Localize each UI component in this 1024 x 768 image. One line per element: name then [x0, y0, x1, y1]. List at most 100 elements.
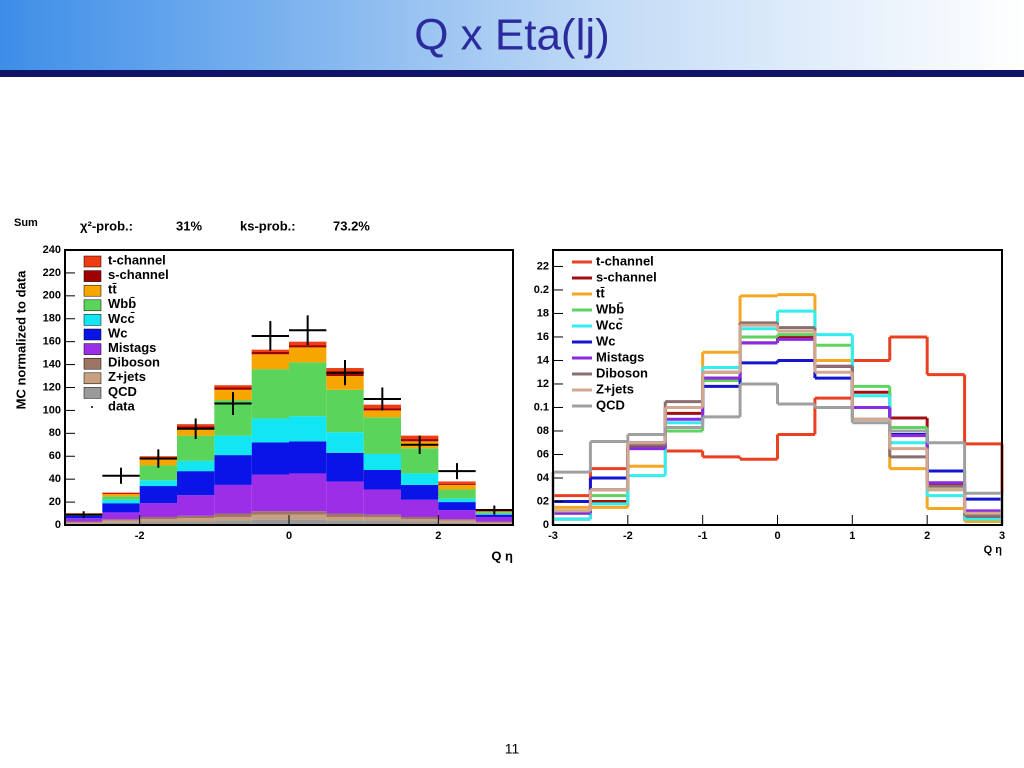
- y-tick-label: 0.2: [534, 284, 549, 296]
- y-tick-label: 14: [537, 354, 550, 366]
- legend-label: Diboson: [596, 365, 648, 380]
- stack-segment: [102, 520, 140, 523]
- stack-segment: [177, 495, 215, 516]
- y-tick-label: 40: [49, 473, 61, 485]
- legend-label: Wbb̄: [596, 301, 624, 316]
- legend-label: Wc: [596, 333, 616, 348]
- legend-swatch: [83, 270, 102, 282]
- x-axis-label: Q η: [984, 544, 1003, 556]
- x-tick-label: -1: [698, 530, 708, 542]
- stack-segment: [139, 521, 177, 525]
- stack-segment: [438, 498, 476, 503]
- stack-segment: [214, 520, 252, 525]
- stack-segment: [102, 492, 140, 494]
- stack-segment: [214, 385, 252, 388]
- stack-segment: [326, 481, 364, 514]
- legend-label: s-channel: [596, 269, 657, 284]
- stack-segment: [438, 481, 476, 484]
- legend-label: Mistags: [108, 340, 156, 355]
- stack-segment: [438, 519, 476, 521]
- stack-segment: [363, 417, 401, 454]
- stack-segment: [289, 362, 327, 417]
- stack-segment: [438, 510, 476, 520]
- slide-title: Q x Eta(lj): [414, 11, 610, 60]
- x-tick-label: 1: [849, 530, 855, 542]
- title-band: [0, 0, 1024, 71]
- stack-segment: [326, 516, 364, 521]
- stack-segment: [214, 387, 252, 390]
- stack-segment: [326, 389, 364, 433]
- ks-label: ks-prob.:: [240, 218, 296, 233]
- legend-label: Wc: [108, 325, 128, 340]
- chi2-value: 31%: [176, 218, 202, 233]
- stack-segment: [401, 499, 439, 517]
- y-tick-label: 180: [43, 313, 61, 325]
- stack-segment: [139, 516, 177, 520]
- stack-segment: [289, 345, 327, 348]
- stack-segment: [326, 452, 364, 482]
- stack-segment: [438, 522, 476, 525]
- ks-value: 73.2%: [333, 218, 370, 233]
- y-tick-label: 60: [49, 450, 61, 462]
- legend-swatch: [83, 372, 102, 385]
- y-tick-label: 12: [537, 378, 549, 390]
- legend-swatch: [83, 343, 102, 355]
- stack-segment: [289, 514, 327, 520]
- y-tick-label: 200: [43, 290, 61, 302]
- stack-segment: [326, 432, 364, 453]
- stack-segment: [363, 453, 401, 470]
- legend-swatch: [83, 314, 102, 326]
- stack-segment: [363, 516, 401, 521]
- stack-segment: [177, 515, 215, 519]
- stack-segment: [475, 522, 513, 524]
- stack-segment: [214, 455, 252, 485]
- stack-segment: [102, 519, 140, 521]
- stack-segment: [251, 418, 289, 443]
- legend-swatch: [83, 299, 102, 312]
- stack-segment: [289, 347, 327, 363]
- stack-segment: [139, 465, 177, 481]
- legend-label: tt̄: [108, 282, 117, 297]
- legend-label: data: [108, 398, 136, 413]
- stack-segment: [326, 513, 364, 517]
- stack-segment: [177, 460, 215, 472]
- stack-segment: [102, 512, 140, 520]
- x-tick-label: -2: [623, 530, 633, 542]
- stack-segment: [65, 521, 103, 523]
- x-tick-label: -2: [135, 530, 145, 542]
- legend-label: Z+jets: [596, 381, 634, 396]
- stack-segment: [177, 518, 215, 522]
- stack-segment: [289, 473, 327, 512]
- legend-swatch: [83, 328, 102, 341]
- stack-segment: [475, 514, 513, 517]
- stack-segment: [214, 484, 252, 514]
- x-tick-label: -3: [548, 530, 558, 542]
- stack-segment: [102, 496, 140, 500]
- x-tick-label: 2: [435, 530, 441, 542]
- stack-segment: [251, 442, 289, 475]
- stack-segment: [251, 474, 289, 512]
- legend-label: Wcc̄: [596, 317, 623, 332]
- chi2-label: χ²-prob.:: [80, 218, 133, 233]
- y-tick-label: 80: [49, 427, 61, 439]
- stack-segment: [438, 489, 476, 499]
- stack-segment: [289, 511, 327, 515]
- stack-segment: [363, 410, 401, 418]
- stack-segment: [251, 369, 289, 419]
- x-tick-label: 0: [286, 530, 292, 542]
- stack-segment: [177, 435, 215, 461]
- legend-label: t-channel: [596, 253, 654, 268]
- y-tick-label: 100: [43, 404, 61, 416]
- stack-segment: [438, 483, 476, 485]
- stack-segment: [438, 520, 476, 523]
- legend-swatch: [83, 255, 102, 268]
- legend-label: Wcc̄: [108, 311, 135, 326]
- legend-label: QCD: [108, 384, 137, 399]
- y-tick-label: 18: [537, 307, 549, 319]
- stack-segment: [363, 470, 401, 490]
- y-axis-label: MC normalized to data: [13, 270, 28, 409]
- stack-segment: [102, 522, 140, 525]
- legend-swatch: [83, 284, 102, 297]
- stack-segment: [251, 519, 289, 525]
